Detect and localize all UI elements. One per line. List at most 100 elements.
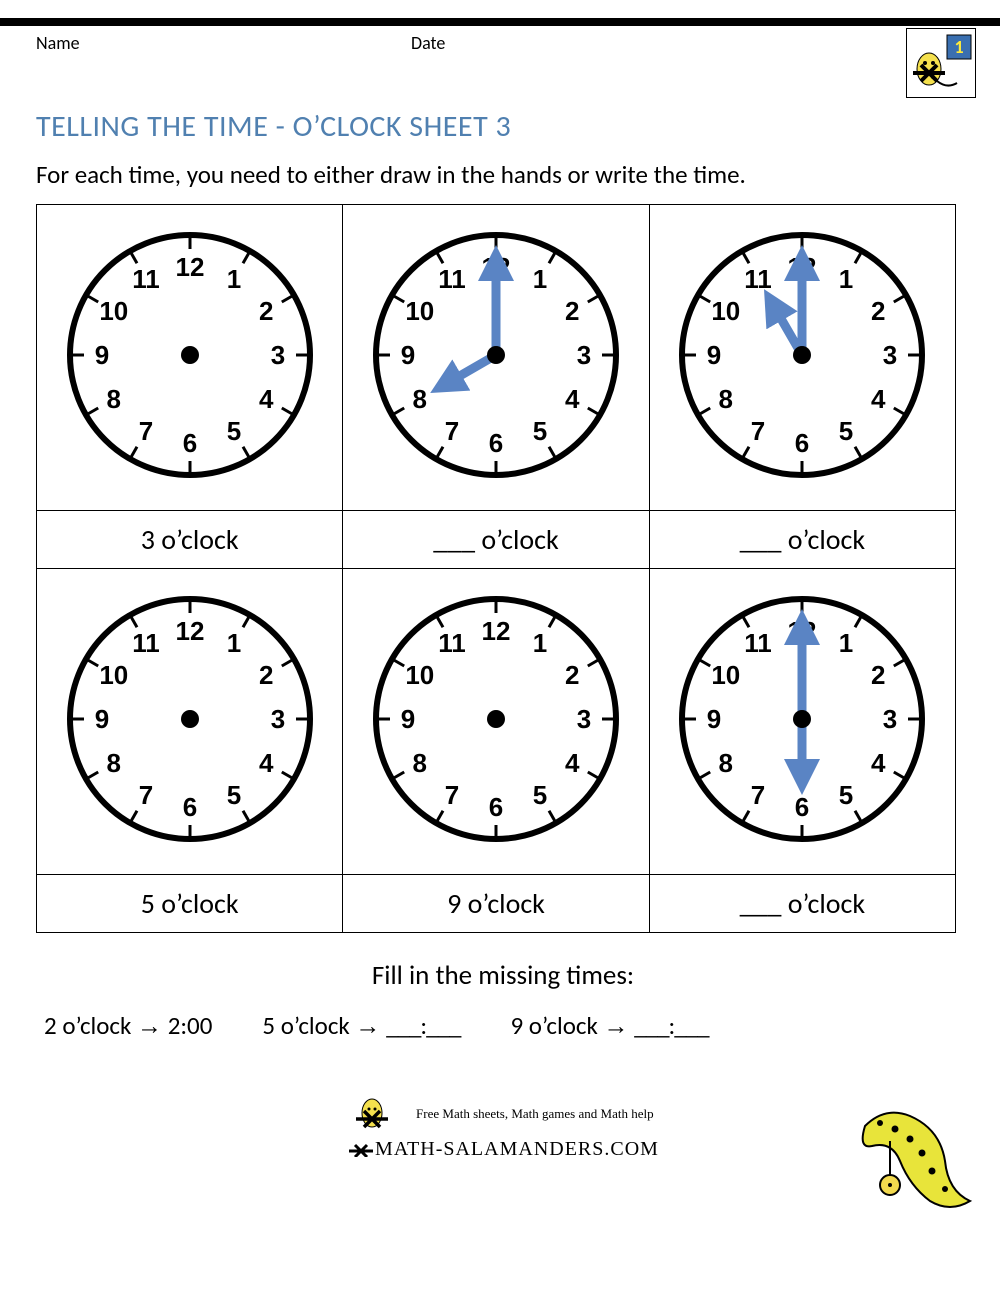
svg-text:5: 5 (839, 416, 853, 446)
svg-text:6: 6 (489, 792, 503, 822)
svg-text:6: 6 (795, 428, 809, 458)
salamander-icon (850, 1101, 980, 1221)
footer-logo-icon (352, 1091, 412, 1137)
svg-text:6: 6 (489, 428, 503, 458)
svg-text:7: 7 (138, 780, 152, 810)
fill-digital-0: 2:00 (168, 1010, 213, 1041)
svg-text:7: 7 (751, 780, 765, 810)
name-label: Name (36, 32, 391, 54)
svg-text:12: 12 (175, 252, 204, 282)
arrow-icon: → (137, 1012, 162, 1040)
svg-text:1: 1 (839, 264, 853, 294)
svg-text:9: 9 (401, 704, 415, 734)
svg-text:9: 9 (707, 704, 721, 734)
fill-item-1: 5 o’clock → ___:___ (262, 1010, 460, 1041)
svg-text:4: 4 (871, 748, 886, 778)
svg-text:1: 1 (533, 264, 547, 294)
svg-text:8: 8 (106, 384, 120, 414)
svg-text:10: 10 (99, 660, 128, 690)
svg-text:10: 10 (99, 296, 128, 326)
svg-text:9: 9 (707, 340, 721, 370)
fill-word-1: 5 o’clock (262, 1010, 349, 1041)
svg-text:8: 8 (719, 748, 733, 778)
svg-text:5: 5 (533, 780, 547, 810)
svg-text:3: 3 (883, 340, 897, 370)
svg-text:5: 5 (226, 416, 240, 446)
svg-text:8: 8 (106, 748, 120, 778)
svg-text:2: 2 (871, 660, 885, 690)
svg-text:1: 1 (533, 628, 547, 658)
svg-text:2: 2 (259, 296, 273, 326)
clock-grid: 123456789101112 123456789101112 12345678… (36, 204, 956, 933)
svg-text:4: 4 (871, 384, 886, 414)
svg-text:2: 2 (565, 660, 579, 690)
fill-item-0: 2 o’clock → 2:00 (44, 1010, 212, 1041)
footer-url: MATH-SALAMANDERS.COM (347, 1138, 659, 1160)
clock-cell-4: 123456789101112 (343, 569, 649, 875)
svg-text:5: 5 (839, 780, 853, 810)
fill-word-2: 9 o’clock (510, 1010, 597, 1041)
svg-text:2: 2 (259, 660, 273, 690)
fill-item-2: 9 o’clock → ___:___ (510, 1010, 708, 1041)
footer: Free Math sheets, Math games and Math he… (36, 1091, 970, 1211)
page-title: TELLING THE TIME - O’CLOCK SHEET 3 (36, 108, 970, 145)
clock-label-1: ___ o’clock (343, 511, 649, 569)
svg-text:5: 5 (533, 416, 547, 446)
svg-text:11: 11 (438, 628, 466, 658)
svg-text:10: 10 (405, 660, 434, 690)
svg-text:4: 4 (259, 384, 274, 414)
svg-text:5: 5 (226, 780, 240, 810)
svg-text:10: 10 (712, 296, 741, 326)
svg-text:3: 3 (577, 340, 591, 370)
svg-text:10: 10 (405, 296, 434, 326)
svg-text:4: 4 (565, 384, 580, 414)
svg-text:3: 3 (270, 340, 284, 370)
svg-text:12: 12 (482, 616, 511, 646)
svg-text:9: 9 (94, 340, 108, 370)
svg-text:4: 4 (565, 748, 580, 778)
footer-url-text: MATH-SALAMANDERS.COM (375, 1138, 659, 1160)
svg-text:6: 6 (795, 792, 809, 822)
clock-cell-0: 123456789101112 (37, 205, 343, 511)
svg-text:11: 11 (438, 264, 466, 294)
svg-text:8: 8 (719, 384, 733, 414)
grade-badge: 1 (906, 28, 976, 98)
svg-text:8: 8 (413, 748, 427, 778)
svg-text:6: 6 (182, 428, 196, 458)
fill-digital-1: ___:___ (386, 1010, 460, 1041)
top-rule (0, 18, 1000, 26)
svg-text:4: 4 (259, 748, 274, 778)
svg-text:3: 3 (270, 704, 284, 734)
fill-row: 2 o’clock → 2:00 5 o’clock → ___:___ 9 o… (36, 1010, 970, 1041)
clock-label-0: 3 o’clock (37, 511, 343, 569)
svg-text:1: 1 (226, 264, 240, 294)
svg-text:11: 11 (132, 628, 160, 658)
clock-label-2: ___ o’clock (649, 511, 955, 569)
svg-text:7: 7 (445, 416, 459, 446)
svg-text:11: 11 (745, 264, 773, 294)
fill-title: Fill in the missing times: (36, 959, 970, 992)
clock-label-4: 9 o’clock (343, 875, 649, 933)
svg-text:7: 7 (751, 416, 765, 446)
header-row: Name Date 1 (36, 32, 970, 102)
svg-text:9: 9 (401, 340, 415, 370)
grade-number: 1 (954, 36, 963, 58)
footer-tagline: Free Math sheets, Math games and Math he… (416, 1106, 654, 1121)
clock-cell-5: 123456789101112 (649, 569, 955, 875)
svg-text:10: 10 (712, 660, 741, 690)
svg-text:12: 12 (175, 616, 204, 646)
arrow-icon: → (355, 1012, 380, 1040)
clock-cell-1: 123456789101112 (343, 205, 649, 511)
fill-digital-2: ___:___ (634, 1010, 708, 1041)
svg-text:1: 1 (226, 628, 240, 658)
arrow-icon: → (604, 1012, 629, 1040)
svg-text:7: 7 (138, 416, 152, 446)
fill-word-0: 2 o’clock (44, 1010, 131, 1041)
svg-text:8: 8 (413, 384, 427, 414)
svg-text:11: 11 (745, 628, 773, 658)
date-label: Date (411, 32, 970, 54)
clock-cell-3: 123456789101112 (37, 569, 343, 875)
svg-text:2: 2 (565, 296, 579, 326)
svg-text:6: 6 (182, 792, 196, 822)
clock-label-3: 5 o’clock (37, 875, 343, 933)
